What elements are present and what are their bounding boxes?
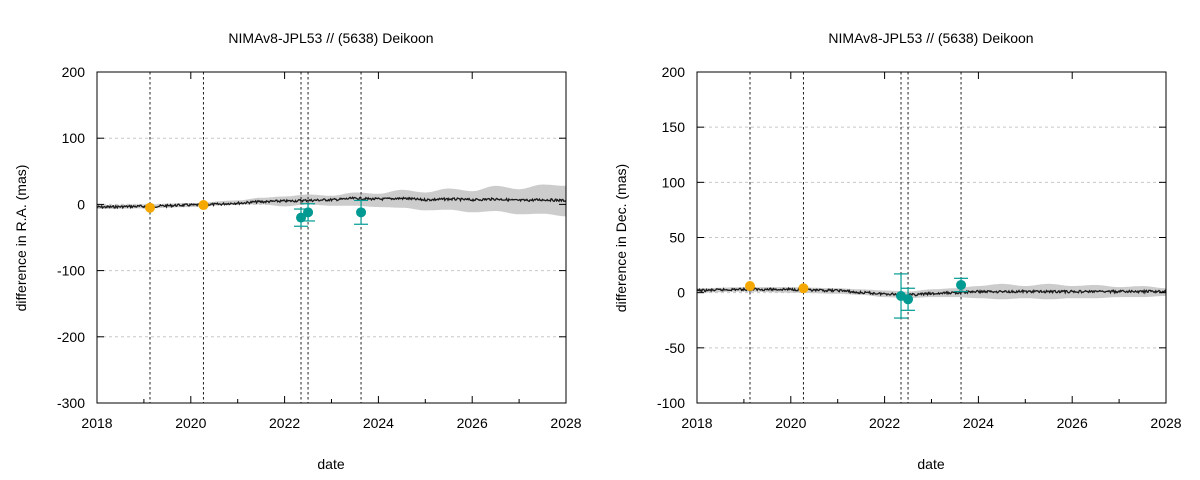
ra-data-point-1-2 xyxy=(356,207,367,218)
dec-y-tick-label-6: 200 xyxy=(662,64,686,80)
dec-x-axis-label: date xyxy=(917,456,944,472)
ra-y-tick-label-1: -200 xyxy=(57,329,85,345)
dec-x-tick-label-2: 2022 xyxy=(869,415,900,431)
ra-data-point-1-0 xyxy=(296,212,307,223)
dec-x-tick-label-0: 2018 xyxy=(681,415,712,431)
ra-data-point-0-1 xyxy=(198,200,209,211)
ra-data-point-1-1 xyxy=(303,207,314,218)
dec-data-point-0-1 xyxy=(798,283,809,294)
ra-x-tick-label-0: 2018 xyxy=(81,415,112,431)
dec-y-tick-label-3: 50 xyxy=(669,230,685,246)
ra-y-axis-label: difference in R.A. (mas) xyxy=(13,165,29,312)
ra-y-tick-label-5: 200 xyxy=(62,64,86,80)
dec-data-point-1-2 xyxy=(956,279,967,290)
ra-plot-frame xyxy=(96,71,567,404)
ra-x-tick-label-1: 2020 xyxy=(175,415,206,431)
ra-y-tick-label-4: 100 xyxy=(62,130,86,146)
dec-x-tick-label-1: 2020 xyxy=(775,415,806,431)
ra-chart-title: NIMAv8-JPL53 // (5638) Deikoon xyxy=(228,30,433,46)
dec-x-tick-label-5: 2028 xyxy=(1150,415,1181,431)
ra-x-tick-label-5: 2028 xyxy=(550,415,581,431)
ra-data-point-0-0 xyxy=(144,202,155,213)
ra-x-tick-label-2: 2022 xyxy=(269,415,300,431)
dec-y-axis-label: difference in Dec. (mas) xyxy=(613,164,629,312)
dec-y-tick-label-1: -50 xyxy=(665,340,685,356)
ra-y-tick-label-3: 0 xyxy=(77,196,85,212)
dec-chart-title: NIMAv8-JPL53 // (5638) Deikoon xyxy=(828,30,1033,46)
dec-model-line xyxy=(696,286,1167,298)
dec-panel: NIMAv8-JPL53 // (5638) Deikoon date diff… xyxy=(613,30,1182,472)
dec-y-tick-label-2: 0 xyxy=(677,285,685,301)
dec-y-tick-label-5: 150 xyxy=(662,119,686,135)
dec-x-tick-label-3: 2024 xyxy=(963,415,994,431)
dec-data-point-1-1 xyxy=(903,294,914,305)
dec-y-tick-label-0: -100 xyxy=(657,395,685,411)
ra-x-tick-label-4: 2026 xyxy=(457,415,488,431)
ra-x-tick-label-3: 2024 xyxy=(363,415,394,431)
dec-y-tick-label-4: 100 xyxy=(662,174,686,190)
ra-panel: NIMAv8-JPL53 // (5638) Deikoon date diff… xyxy=(13,30,582,472)
ra-model-line xyxy=(96,196,567,210)
dec-data-point-0-0 xyxy=(744,281,755,292)
ra-y-tick-label-0: -300 xyxy=(57,395,85,411)
dec-x-tick-label-4: 2026 xyxy=(1057,415,1088,431)
dec-uncertainty-band xyxy=(697,283,1166,300)
ra-x-axis-label: date xyxy=(317,456,344,472)
ra-y-tick-label-2: -100 xyxy=(57,263,85,279)
